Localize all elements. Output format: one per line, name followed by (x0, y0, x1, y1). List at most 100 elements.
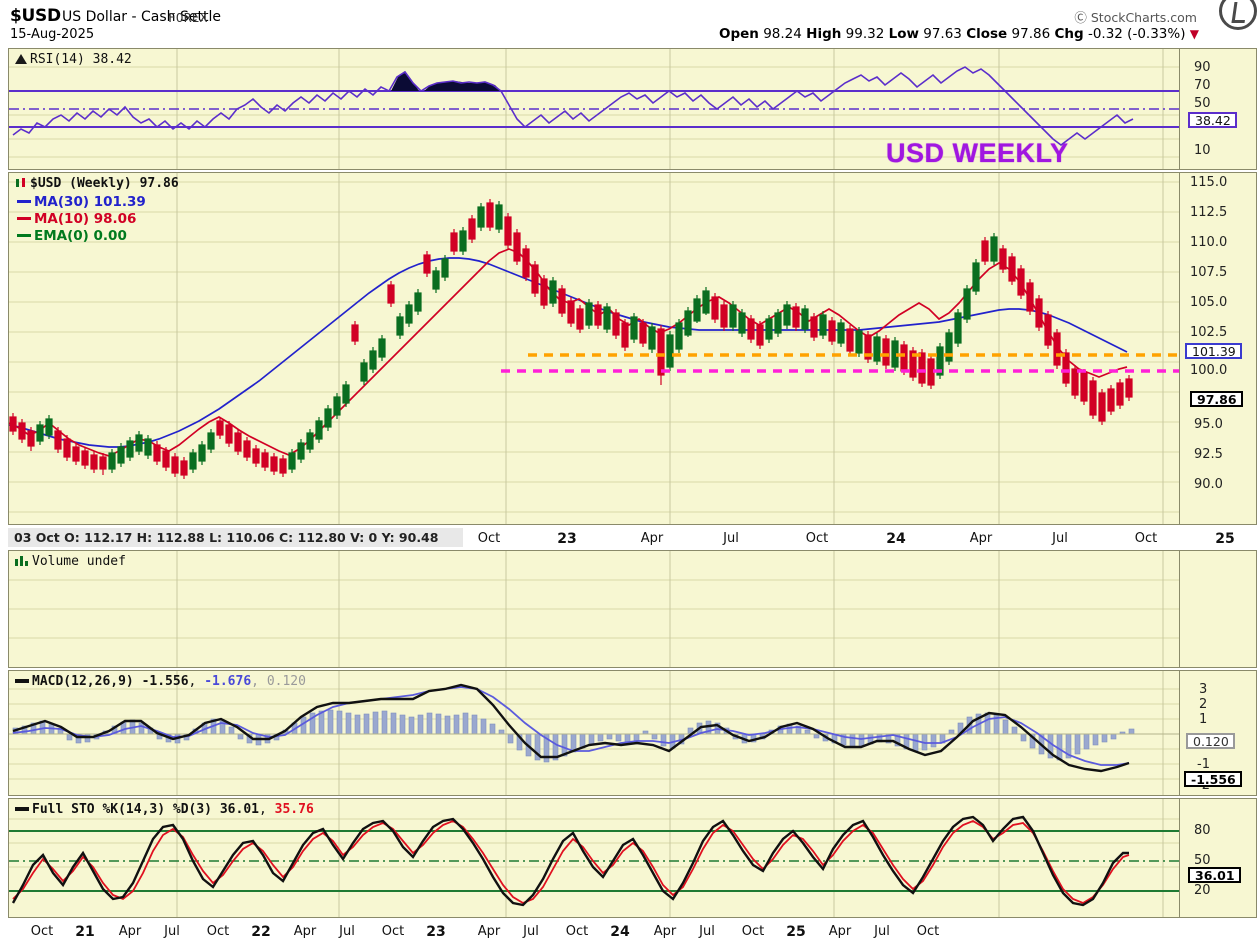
price-xlabel-8: Oct (1134, 531, 1158, 546)
ohlc-readout-bar: 03 Oct O: 112.17 H: 112.88 L: 110.06 C: … (8, 528, 463, 547)
ma30-value-badge: 101.39 (1185, 343, 1242, 359)
volume-plot-area (9, 551, 1179, 667)
stochastic-legend: Full STO %K(14,3) %D(3) 36.01, 35.76 (15, 802, 314, 817)
open-label: Open (718, 26, 759, 42)
quote-bar: Open 98.24 High 99.32 Low 97.63 Close 97… (719, 26, 1199, 42)
close-label: Close (966, 26, 1008, 42)
macd-y-axis: 3 2 1 -1 -2 0.120 -1.556 (1180, 670, 1257, 796)
symbol-name: US Dollar - Cash Settle (62, 9, 221, 25)
high-value: 99.32 (845, 26, 885, 42)
bottom-xlabel-16: Oct (741, 924, 765, 939)
bottom-xlabel-5: 22 (251, 924, 271, 940)
price-legend-ma30: MA(30) 101.39 (17, 194, 146, 210)
ma10-label: MA(10) 98.06 (34, 211, 137, 227)
stoch-legend-prefix: Full STO %K(14,3) %D(3) (32, 802, 213, 817)
chart-header: $USD US Dollar - Cash Settle FOREX 15-Au… (0, 0, 1257, 46)
price-xlabel-3: Jul (723, 531, 739, 546)
chart-annotation-usd-weekly: USD WEEKLY (886, 138, 1069, 168)
down-triangle-icon: ▼ (1189, 27, 1199, 41)
high-label: High (806, 26, 842, 42)
price-ytick-115: 115.0 (1190, 175, 1228, 190)
macd-series (9, 671, 1179, 795)
rsi-ytick-70: 70 (1194, 78, 1211, 93)
rsi-ytick-10: 10 (1194, 143, 1211, 158)
price-xlabel-7: Jul (1052, 531, 1068, 546)
bottom-xlabel-18: Apr (828, 924, 852, 939)
price-xlabel-2: Apr (640, 531, 664, 546)
price-ytick-90: 90.0 (1194, 477, 1223, 492)
stockcharts-logo-icon (1219, 0, 1257, 30)
ma30-label: MA(30) 101.39 (34, 194, 146, 210)
chart-date: 15-Aug-2025 (10, 27, 95, 42)
rsi-legend: RSI(14) 38.42 (15, 52, 132, 67)
stoch-k-color-swatch (15, 806, 29, 811)
rsi-value-badge: 38.42 (1188, 112, 1237, 128)
stoch-ytick-50: 50 (1194, 853, 1211, 868)
rsi-y-axis: 90 70 50 30 10 38.42 (1180, 48, 1257, 170)
price-ytick-1025: 102.5 (1190, 325, 1228, 340)
volume-series (9, 551, 1179, 667)
bottom-xlabel-11: Jul (523, 924, 539, 939)
bottom-xlabel-10: Apr (477, 924, 501, 939)
price-bars-icon (15, 177, 27, 189)
bottom-xlabel-9: 23 (426, 924, 446, 940)
bottom-xlabel-14: Apr (653, 924, 677, 939)
open-value: 98.24 (763, 26, 802, 42)
ma30-color-swatch (17, 199, 31, 203)
bottom-xlabel-8: Oct (381, 924, 405, 939)
bottom-xlabel-12: Oct (565, 924, 589, 939)
macd-signal-value: -1.676 (204, 674, 252, 689)
price-y-axis: 115.0 112.5 110.0 107.5 105.0 102.5 100.… (1180, 172, 1257, 525)
bottom-xlabel-6: Apr (293, 924, 317, 939)
price-xlabel-6: Apr (969, 531, 993, 546)
stoch-ytick-20: 20 (1194, 883, 1211, 898)
stochastic-panel: Full STO %K(14,3) %D(3) 36.01, 35.76 (8, 798, 1180, 918)
price-ytick-1075: 107.5 (1190, 265, 1228, 280)
stoch-k-value: 36.01 (219, 802, 259, 817)
chg-label: Chg (1054, 26, 1084, 42)
macd-ytick-1: 1 (1199, 712, 1208, 727)
bottom-xlabel-2: Apr (118, 924, 142, 939)
price-ytick-925: 92.5 (1194, 447, 1223, 462)
bottom-xlabel-20: Oct (916, 924, 940, 939)
rsi-mountain-icon (15, 54, 27, 64)
ema0-color-swatch (17, 233, 31, 237)
rsi-series (9, 49, 1179, 169)
price-xlabel-9: 25 (1215, 531, 1235, 547)
macd-ytick-2: 2 (1199, 697, 1208, 712)
stoch-ytick-80: 80 (1194, 823, 1211, 838)
bottom-xlabel-13: 24 (610, 924, 630, 940)
macd-color-swatch (15, 678, 29, 683)
rsi-ytick-90: 90 (1194, 60, 1211, 75)
bottom-xlabel-7: Jul (339, 924, 355, 939)
macd-value-badge: -1.556 (1184, 771, 1242, 787)
bottom-x-axis-labels: Oct 21 Apr Jul Oct 22 Apr Jul Oct 23 Apr… (0, 924, 1257, 946)
bottom-xlabel-15: Jul (699, 924, 715, 939)
stoch-d-value: 35.76 (274, 802, 314, 817)
copyright-icon: Ⓒ (1074, 10, 1087, 25)
rsi-ytick-50: 50 (1194, 96, 1211, 111)
bottom-xlabel-4: Oct (206, 924, 230, 939)
bottom-xlabel-0: Oct (30, 924, 54, 939)
macd-legend: MACD(12,26,9) -1.556, -1.676, 0.120 (15, 674, 306, 689)
price-legend-ema0: EMA(0) 0.00 (17, 228, 127, 244)
volume-bars-icon (15, 555, 28, 566)
price-panel: $USD (Weekly) 97.86 MA(30) 101.39 MA(10)… (8, 172, 1180, 525)
exchange-label: FOREX (168, 10, 208, 25)
price-legend-title: $USD (Weekly) 97.86 (15, 176, 179, 191)
macd-hist-badge: 0.120 (1186, 733, 1235, 749)
last-price-badge: 97.86 (1190, 391, 1243, 407)
macd-panel: MACD(12,26,9) -1.556, -1.676, 0.120 (8, 670, 1180, 796)
bottom-xlabel-17: 25 (786, 924, 806, 940)
rsi-plot-area (9, 49, 1179, 169)
price-plot-area (9, 173, 1179, 524)
price-series (9, 173, 1179, 524)
rsi-panel: RSI(14) 38.42 (8, 48, 1180, 170)
macd-value: -1.556 (141, 674, 189, 689)
close-value: 97.86 (1011, 26, 1051, 42)
stochastic-series (9, 799, 1179, 917)
volume-panel: Volume undef (8, 550, 1180, 668)
macd-ytick-3: 3 (1199, 682, 1208, 697)
price-ytick-110: 110.0 (1190, 235, 1228, 250)
volume-legend: Volume undef (15, 554, 126, 569)
